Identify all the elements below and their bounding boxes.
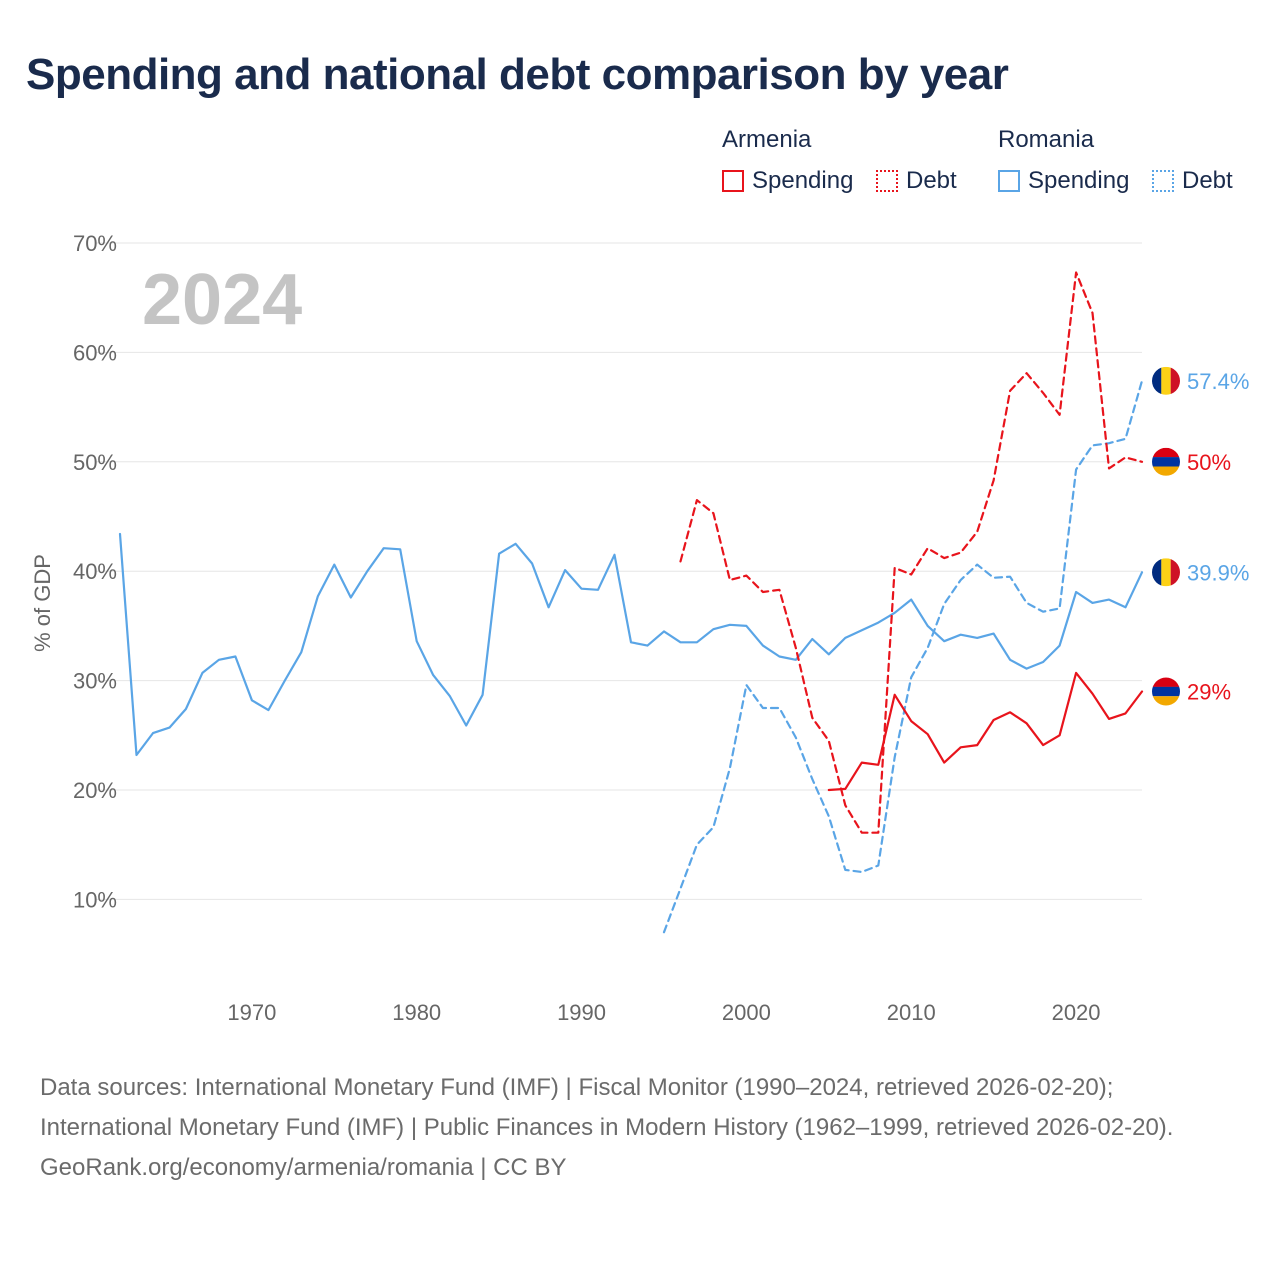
flag-icon-romania xyxy=(1152,366,1180,395)
legend-label-romania-debt: Debt xyxy=(1182,167,1233,194)
x-tick-label: 2000 xyxy=(722,1000,771,1025)
legend-swatch-romania-spending xyxy=(998,170,1020,192)
x-tick-label: 1980 xyxy=(392,1000,441,1025)
y-tick-label: 60% xyxy=(73,340,117,365)
x-tick-label: 2010 xyxy=(887,1000,936,1025)
legend-swatch-romania-debt xyxy=(1152,170,1174,192)
y-tick-label: 10% xyxy=(73,887,117,912)
end-label-romania-spending: 39.9% xyxy=(1187,560,1249,585)
footer: Data sources: International Monetary Fun… xyxy=(40,1068,1240,1188)
flag-icon-romania xyxy=(1152,558,1180,587)
legend-label-romania-spending: Spending xyxy=(1028,167,1130,194)
legend-item-romania-debt[interactable]: Debt xyxy=(1152,167,1233,195)
flag-icon-armenia xyxy=(1152,447,1180,476)
line-chart: 10% 20% 30% 40% 50% 60% 70% 1970 1980 1990 2000 201… xyxy=(30,231,1249,1025)
legend-title-romania: Romania xyxy=(998,126,1095,153)
x-tick-label: 1990 xyxy=(557,1000,606,1025)
y-tick-label: 40% xyxy=(73,559,117,584)
end-label-armenia-spending: 29% xyxy=(1187,680,1231,705)
series-line-armenia-spending xyxy=(827,671,1144,792)
legend-swatch-armenia-spending xyxy=(722,170,744,192)
legend-swatch-armenia-debt xyxy=(876,170,898,192)
y-axis-label: % of GDP xyxy=(30,554,55,652)
y-tick-label: 30% xyxy=(73,669,117,694)
y-tick-label: 20% xyxy=(73,778,117,803)
legend-label-armenia-spending: Spending xyxy=(752,167,854,194)
series-line-armenia-debt xyxy=(679,271,1144,834)
end-label-armenia-debt: 50% xyxy=(1187,450,1231,475)
legend-label-armenia-debt: Debt xyxy=(906,167,957,194)
end-label-romania-debt: 57.4% xyxy=(1187,369,1249,394)
legend-item-armenia-debt[interactable]: Debt xyxy=(876,167,957,195)
legend-item-romania-spending[interactable]: Spending xyxy=(998,167,1129,195)
credit-link[interactable]: GeoRank.org/economy/armenia/romania | CC… xyxy=(40,1154,567,1181)
legend-title-armenia: Armenia xyxy=(722,126,812,153)
x-tick-label: 2020 xyxy=(1052,1000,1101,1025)
flag-icon-armenia xyxy=(1152,677,1180,706)
y-tick-label: 70% xyxy=(73,231,117,256)
year-watermark: 2024 xyxy=(142,260,302,340)
series-line-romania-debt xyxy=(662,379,1144,934)
series-line-romania-spending xyxy=(118,532,1144,757)
legend-item-armenia-spending[interactable]: Spending xyxy=(722,167,853,195)
chart-title: Spending and national debt comparison by… xyxy=(26,50,1009,99)
y-tick-label: 50% xyxy=(73,450,117,475)
x-tick-label: 1970 xyxy=(227,1000,276,1025)
data-sources-note: Data sources: International Monetary Fun… xyxy=(40,1074,1174,1141)
